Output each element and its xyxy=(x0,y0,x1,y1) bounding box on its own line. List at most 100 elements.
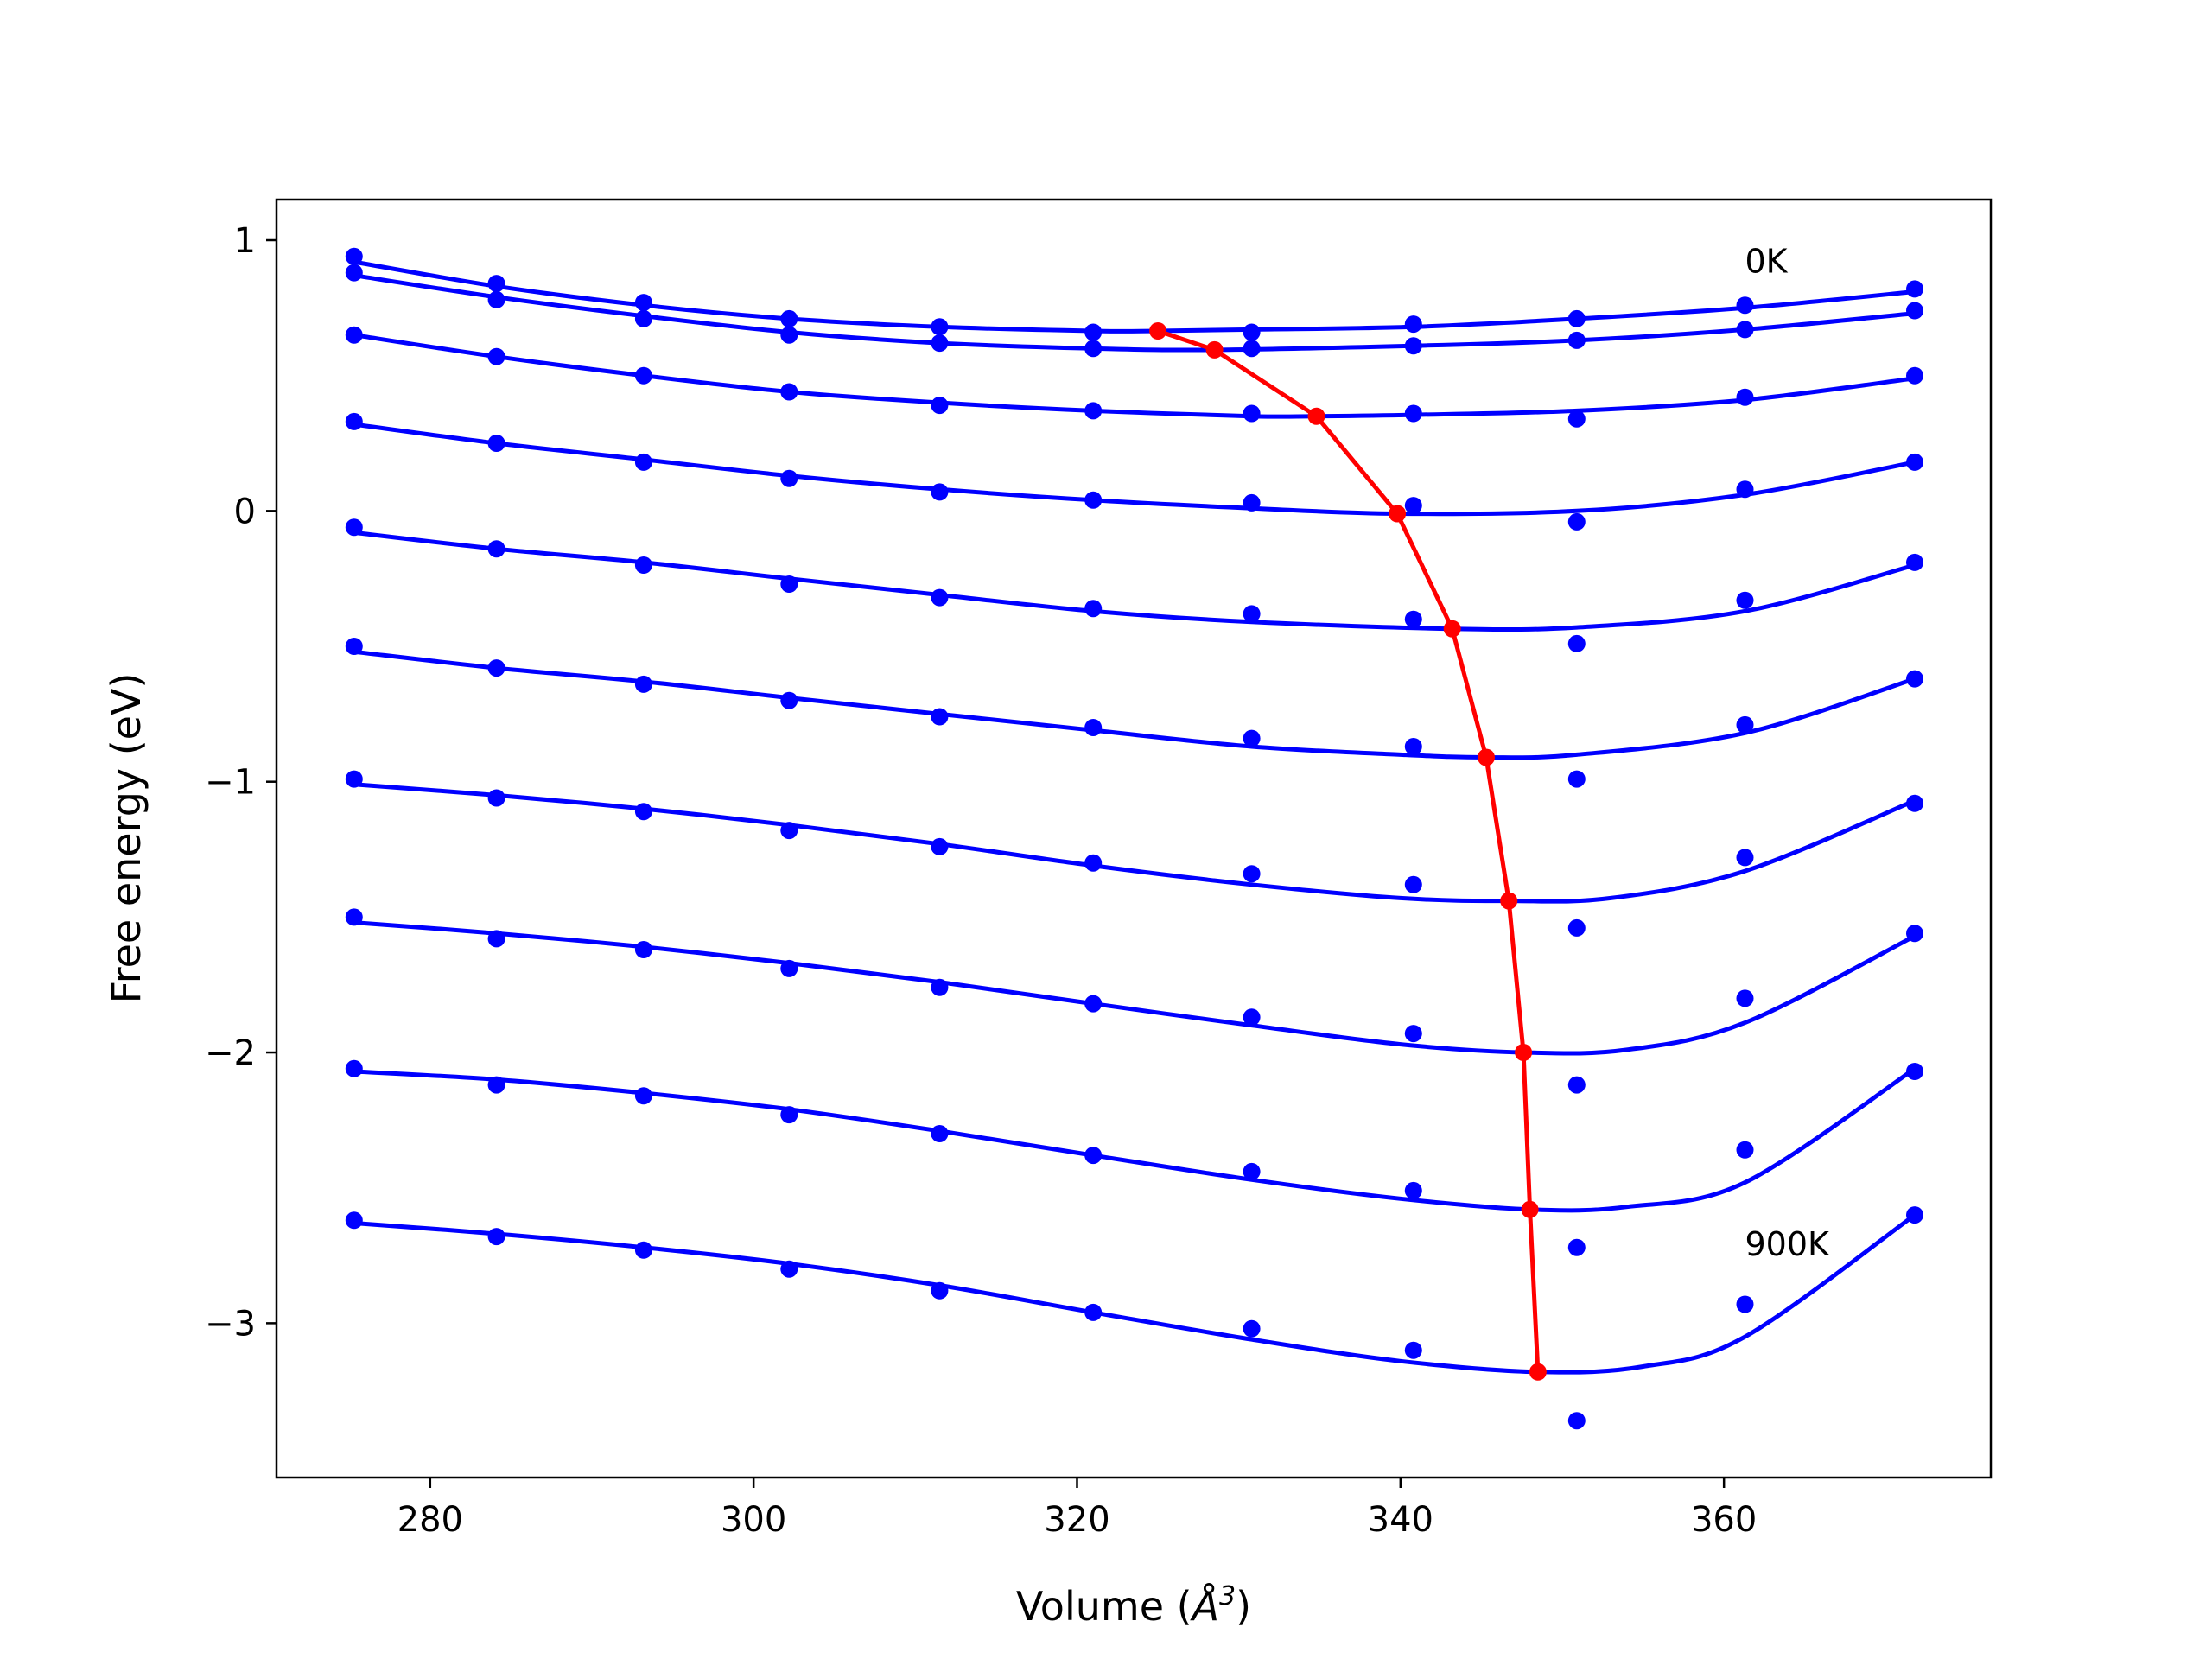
fit-curves xyxy=(353,259,1916,1375)
data-point xyxy=(780,309,798,327)
data-point xyxy=(1084,402,1103,420)
data-point xyxy=(1567,770,1586,788)
data-point xyxy=(931,708,949,726)
x-axis-label: Volume (Å3) xyxy=(1016,1581,1251,1630)
data-point xyxy=(345,770,363,788)
data-point xyxy=(1243,1319,1261,1338)
data-point xyxy=(931,837,949,855)
data-point xyxy=(1906,925,1923,943)
data-point xyxy=(1736,480,1754,499)
data-point xyxy=(487,540,505,558)
data-point xyxy=(634,675,652,693)
data-point xyxy=(1243,323,1261,341)
data-point xyxy=(345,1059,363,1077)
fit-curve-1 xyxy=(353,259,1916,334)
data-point xyxy=(634,941,652,958)
data-point xyxy=(931,483,949,501)
minimum-point xyxy=(1521,1200,1539,1218)
data-point xyxy=(931,588,949,607)
data-point xyxy=(1567,309,1586,327)
data-point xyxy=(487,789,505,807)
fit-curve-5 xyxy=(353,530,1916,632)
y-tick-label: 0 xyxy=(234,492,256,531)
data-point xyxy=(1736,1295,1754,1313)
annotations: 0K 900K xyxy=(1745,243,1831,1263)
data-point xyxy=(780,575,798,593)
data-point xyxy=(1736,388,1754,406)
data-point xyxy=(780,1260,798,1278)
data-point xyxy=(1404,315,1422,334)
data-point xyxy=(345,518,363,537)
data-point xyxy=(1906,794,1923,812)
data-point xyxy=(1404,404,1422,423)
data-point xyxy=(1736,1141,1754,1159)
data-point xyxy=(487,1228,505,1246)
data-point xyxy=(1906,1063,1923,1080)
plot-frame xyxy=(275,198,1993,1479)
data-point xyxy=(1084,719,1103,736)
data-point xyxy=(1906,302,1923,320)
minimum-point xyxy=(1529,1363,1547,1381)
data-point xyxy=(931,1125,949,1142)
minimum-point xyxy=(1149,322,1167,340)
data-point xyxy=(1736,849,1754,867)
data-point xyxy=(1736,321,1754,339)
data-point xyxy=(345,264,363,282)
data-point xyxy=(487,290,505,308)
data-point xyxy=(780,822,798,840)
data-point xyxy=(1567,410,1586,428)
data-point xyxy=(1084,854,1103,872)
data-point xyxy=(1404,1181,1422,1199)
data-point xyxy=(634,803,652,821)
y-tick-label: 1 xyxy=(234,221,256,261)
data-point xyxy=(1243,1008,1261,1027)
data-point xyxy=(931,318,949,336)
data-point xyxy=(1243,493,1261,512)
data-point xyxy=(1243,605,1261,623)
data-point xyxy=(487,659,505,677)
data-point xyxy=(634,1087,652,1105)
x-tick-label: 320 xyxy=(1044,1500,1109,1540)
data-point xyxy=(1736,296,1754,315)
minimum-point xyxy=(1389,505,1407,523)
fit-curve-4 xyxy=(353,422,1916,517)
minimum-point xyxy=(1205,340,1224,359)
fit-curve-3 xyxy=(353,333,1916,419)
data-point xyxy=(1567,331,1586,349)
data-point xyxy=(634,294,652,312)
data-point xyxy=(1404,610,1422,628)
data-point xyxy=(931,334,949,353)
data-point xyxy=(1404,497,1422,515)
data-point xyxy=(1243,729,1261,747)
data-point xyxy=(1736,591,1754,609)
data-point xyxy=(345,247,363,265)
data-point xyxy=(1404,875,1422,893)
data-point xyxy=(1404,1341,1422,1359)
fit-curve-9 xyxy=(353,1066,1916,1213)
data-point xyxy=(1084,340,1103,358)
y-tick-label: −2 xyxy=(205,1033,256,1073)
curve-annotation: 900K xyxy=(1745,1225,1831,1263)
minima-line xyxy=(1157,328,1541,1372)
data-point xyxy=(1084,491,1103,509)
data-point xyxy=(345,1211,363,1230)
data-point xyxy=(780,1106,798,1124)
x-tick-label: 300 xyxy=(721,1500,786,1540)
data-point xyxy=(1906,553,1923,571)
data-point xyxy=(1404,1025,1422,1043)
data-point xyxy=(1084,995,1103,1013)
minimum-point xyxy=(1515,1044,1533,1061)
data-point xyxy=(780,691,798,709)
y-axis-label: Free energy (eV) xyxy=(103,673,149,1004)
data-point xyxy=(345,326,363,344)
data-point xyxy=(1084,1303,1103,1321)
data-point xyxy=(345,908,363,926)
x-tick-label: 280 xyxy=(397,1500,463,1540)
curve-annotation: 0K xyxy=(1745,243,1789,281)
data-point xyxy=(634,366,652,385)
data-point xyxy=(1906,1206,1923,1224)
data-point xyxy=(1567,512,1586,531)
data-point xyxy=(1906,280,1923,298)
minimum-point xyxy=(1500,892,1518,910)
